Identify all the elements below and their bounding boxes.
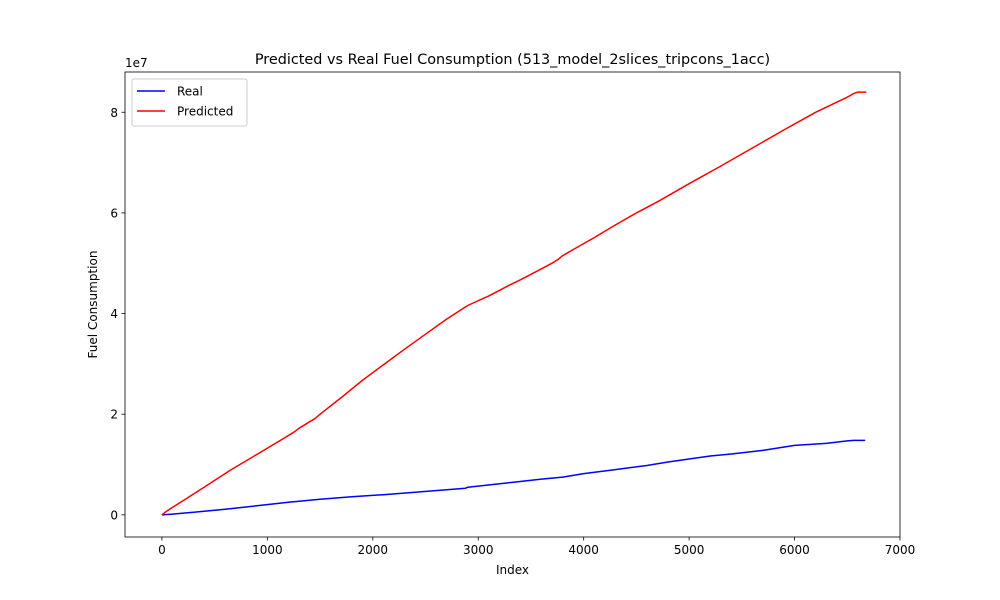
x-axis-ticks: 0 1000 2000 3000 4000 5000 6000 7000 — [158, 537, 915, 557]
y-tick-label: 0 — [110, 508, 118, 522]
x-tick-label: 0 — [158, 543, 166, 557]
y-tick-label: 6 — [110, 206, 118, 220]
series-line-real — [161, 439, 866, 516]
y-axis-label: Fuel Consumption — [86, 251, 100, 359]
x-tick-label: 6000 — [779, 543, 810, 557]
x-tick-label: 7000 — [885, 543, 916, 557]
legend: Real Predicted — [131, 78, 248, 127]
x-tick-label: 2000 — [358, 543, 389, 557]
y-axis-offset-label: 1e7 — [125, 56, 148, 70]
legend-predicted-label: Predicted — [177, 105, 233, 119]
y-axis-ticks: 0 2 4 6 8 — [110, 106, 125, 522]
series-layer — [161, 91, 867, 516]
x-tick-label: 3000 — [463, 543, 494, 557]
chart-title: Predicted vs Real Fuel Consumption (513_… — [255, 52, 770, 68]
y-tick-label: 8 — [110, 106, 118, 120]
series-line-predicted — [161, 91, 867, 516]
x-axis-label: Index — [496, 563, 529, 577]
x-tick-label: 4000 — [568, 543, 599, 557]
y-tick-label: 2 — [110, 408, 118, 422]
plot-frame — [124, 71, 901, 538]
x-tick-label: 1000 — [252, 543, 283, 557]
legend-real-label: Real — [177, 85, 203, 99]
x-tick-label: 5000 — [674, 543, 705, 557]
y-tick-label: 4 — [110, 307, 118, 321]
